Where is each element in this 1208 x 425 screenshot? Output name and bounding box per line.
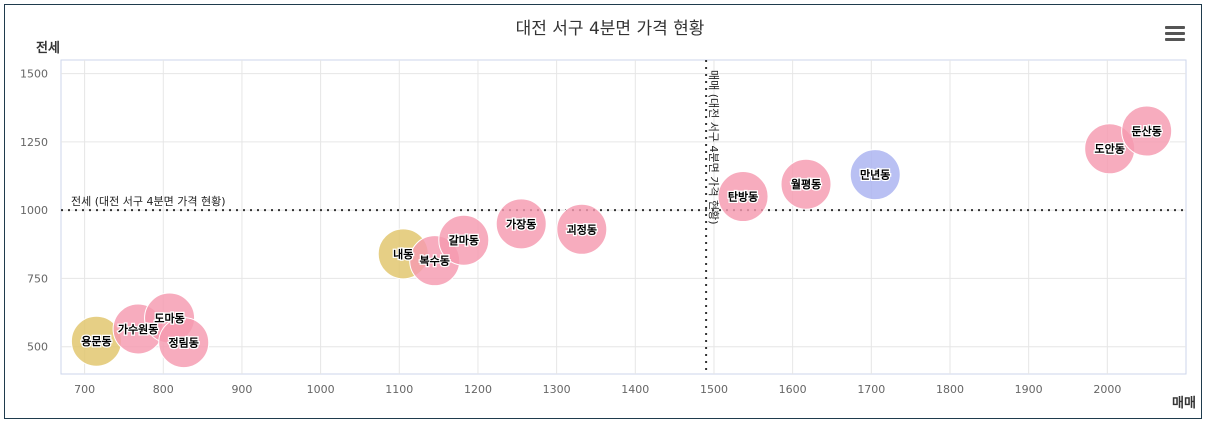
bubble-label: 탄방동	[728, 190, 758, 204]
x-tick-label: 900	[231, 383, 252, 396]
x-tick-label: 1100	[385, 383, 413, 396]
bubble-label: 도마동	[154, 311, 184, 325]
reference-lines: 매매 (대전 서구 4분면 가격 현황) 전세 (대전 서구 4분면 가격 현황)	[61, 60, 1186, 374]
x-tick-label: 1400	[621, 383, 649, 396]
y-tick-label: 1500	[20, 68, 48, 81]
bubble[interactable]	[780, 158, 832, 210]
x-tick-label: 1200	[464, 383, 492, 396]
grid: 700 800 900 1000 1100 1200 1300 1400 1500 1600 170…	[20, 59, 1187, 396]
bubble-label: 갈마동	[449, 233, 479, 247]
bubbles	[70, 105, 1173, 369]
chart-title: 대전 서구 4분면 가격 현황	[516, 19, 705, 39]
bubble-label: 둔산동	[1131, 124, 1161, 138]
bubble-label: 내동	[393, 247, 413, 261]
x-tick-label: 1700	[857, 383, 885, 396]
x-tick-label: 800	[153, 383, 174, 396]
x-tick-label: 1600	[779, 383, 807, 396]
x-tick-label: 1300	[543, 383, 571, 396]
x-axis-label: 매매	[1172, 396, 1196, 411]
reference-line-x-label: 매매 (대전 서구 4분면 가격 현황)	[707, 70, 720, 225]
bubble-label: 복수동	[420, 254, 450, 268]
chart-menu-button[interactable]	[1163, 24, 1187, 44]
bubble-label: 도안동	[1095, 142, 1125, 156]
hamburger-icon	[1165, 32, 1185, 35]
bubble-label: 가장동	[506, 217, 536, 231]
bubble-label: 괴정동	[567, 222, 597, 236]
bubble[interactable]	[849, 149, 901, 201]
reference-line-y-label: 전세 (대전 서구 4분면 가격 현황)	[71, 195, 226, 208]
bubble-label: 가수원동	[118, 322, 158, 336]
bubble[interactable]	[158, 317, 210, 369]
y-tick-label: 750	[27, 272, 48, 285]
y-tick-label: 1000	[20, 204, 48, 217]
x-tick-label: 1500	[700, 383, 728, 396]
hamburger-icon	[1165, 38, 1185, 41]
y-tick-label: 1250	[20, 136, 48, 149]
bubble[interactable]	[438, 214, 490, 266]
bubble[interactable]	[1121, 105, 1173, 157]
x-tick-label: 700	[74, 383, 95, 396]
x-tick-label: 1800	[936, 383, 964, 396]
bubble-label: 용문동	[81, 335, 111, 348]
y-tick-label: 500	[27, 341, 48, 354]
bubble-label: 만년동	[860, 168, 890, 182]
bubble[interactable]	[556, 203, 608, 255]
bubble-label: 정림동	[169, 336, 199, 350]
plot-area	[60, 59, 1187, 375]
x-tick-label: 1900	[1015, 383, 1043, 396]
x-tick-label: 1000	[307, 383, 335, 396]
hamburger-icon	[1165, 26, 1185, 29]
bubble[interactable]	[717, 171, 769, 223]
y-axis-label: 전세	[36, 40, 60, 56]
bubble[interactable]	[495, 198, 547, 250]
bubble-label: 월평동	[791, 177, 821, 191]
x-tick-label: 2000	[1093, 383, 1121, 396]
